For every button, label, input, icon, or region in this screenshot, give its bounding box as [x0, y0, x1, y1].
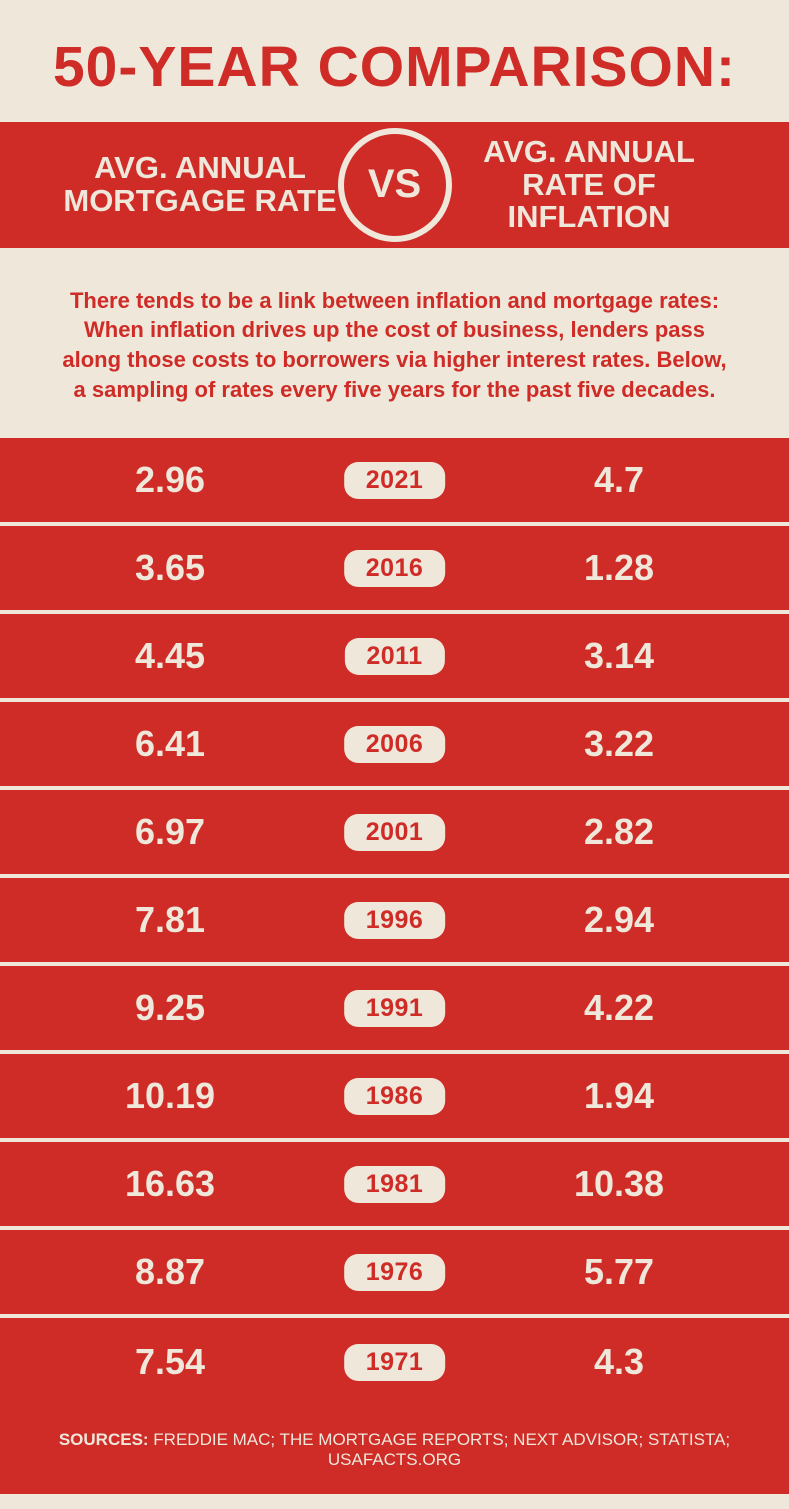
year-pill: 1986 [344, 1078, 446, 1115]
year-pill: 1991 [344, 990, 446, 1027]
sources-label: SOURCES: [59, 1430, 149, 1449]
year-pill: 1976 [344, 1254, 446, 1291]
sources-text: FREDDIE MAC; THE MORTGAGE REPORTS; NEXT … [149, 1430, 731, 1469]
mortgage-rate-value: 3.65 [40, 547, 300, 589]
inflation-rate-value: 4.7 [489, 459, 749, 501]
inflation-rate-value: 1.28 [489, 547, 749, 589]
table-row: 7.54 1971 4.3 [0, 1318, 789, 1406]
inflation-rate-value: 2.94 [489, 899, 749, 941]
header-right-line1: AVG. ANNUAL [483, 134, 695, 169]
inflation-rate-value: 4.3 [489, 1341, 749, 1383]
header-right-line2: RATE OF INFLATION [507, 167, 670, 235]
mortgage-rate-value: 7.81 [40, 899, 300, 941]
year-pill: 1981 [344, 1166, 446, 1203]
header-right-label: AVG. ANNUAL RATE OF INFLATION [439, 136, 739, 234]
year-pill: 2016 [344, 550, 446, 587]
table-row: 3.65 2016 1.28 [0, 526, 789, 614]
mortgage-rate-value: 6.41 [40, 723, 300, 765]
mortgage-rate-value: 2.96 [40, 459, 300, 501]
year-pill: 1971 [344, 1344, 446, 1381]
year-pill: 2006 [344, 726, 446, 763]
inflation-rate-value: 2.82 [489, 811, 749, 853]
mortgage-rate-value: 4.45 [40, 635, 300, 677]
header-left-line1: AVG. ANNUAL [94, 150, 306, 185]
table-row: 8.87 1976 5.77 [0, 1230, 789, 1318]
header-left-line2: MORTGAGE RATE [63, 183, 336, 218]
table-row: 2.96 2021 4.7 [0, 438, 789, 526]
comparison-header: AVG. ANNUAL MORTGAGE RATE VS AVG. ANNUAL… [0, 122, 789, 248]
mortgage-rate-value: 7.54 [40, 1341, 300, 1383]
table-row: 4.45 2011 3.14 [0, 614, 789, 702]
mortgage-rate-value: 16.63 [40, 1163, 300, 1205]
inflation-rate-value: 4.22 [489, 987, 749, 1029]
inflation-rate-value: 5.77 [489, 1251, 749, 1293]
year-pill: 2001 [344, 814, 446, 851]
sources-footer: SOURCES: FREDDIE MAC; THE MORTGAGE REPOR… [0, 1406, 789, 1494]
mortgage-rate-value: 10.19 [40, 1075, 300, 1117]
page-title: 50-YEAR COMPARISON: [0, 0, 789, 122]
mortgage-rate-value: 6.97 [40, 811, 300, 853]
data-table: 2.96 2021 4.7 3.65 2016 1.28 4.45 2011 3.14 6.41 2… [0, 438, 789, 1406]
table-row: 16.63 1981 10.38 [0, 1142, 789, 1230]
table-row: 6.97 2001 2.82 [0, 790, 789, 878]
inflation-rate-value: 3.22 [489, 723, 749, 765]
year-pill: 2011 [344, 638, 444, 675]
table-row: 6.41 2006 3.22 [0, 702, 789, 790]
header-left-label: AVG. ANNUAL MORTGAGE RATE [50, 152, 350, 217]
year-pill: 1996 [344, 902, 446, 939]
inflation-rate-value: 1.94 [489, 1075, 749, 1117]
vs-badge: VS [338, 128, 452, 242]
inflation-rate-value: 10.38 [489, 1163, 749, 1205]
table-row: 7.81 1996 2.94 [0, 878, 789, 966]
mortgage-rate-value: 9.25 [40, 987, 300, 1029]
table-row: 10.19 1986 1.94 [0, 1054, 789, 1142]
mortgage-rate-value: 8.87 [40, 1251, 300, 1293]
table-row: 9.25 1991 4.22 [0, 966, 789, 1054]
year-pill: 2021 [344, 462, 446, 499]
intro-text: There tends to be a link between inflati… [0, 248, 789, 439]
inflation-rate-value: 3.14 [489, 635, 749, 677]
